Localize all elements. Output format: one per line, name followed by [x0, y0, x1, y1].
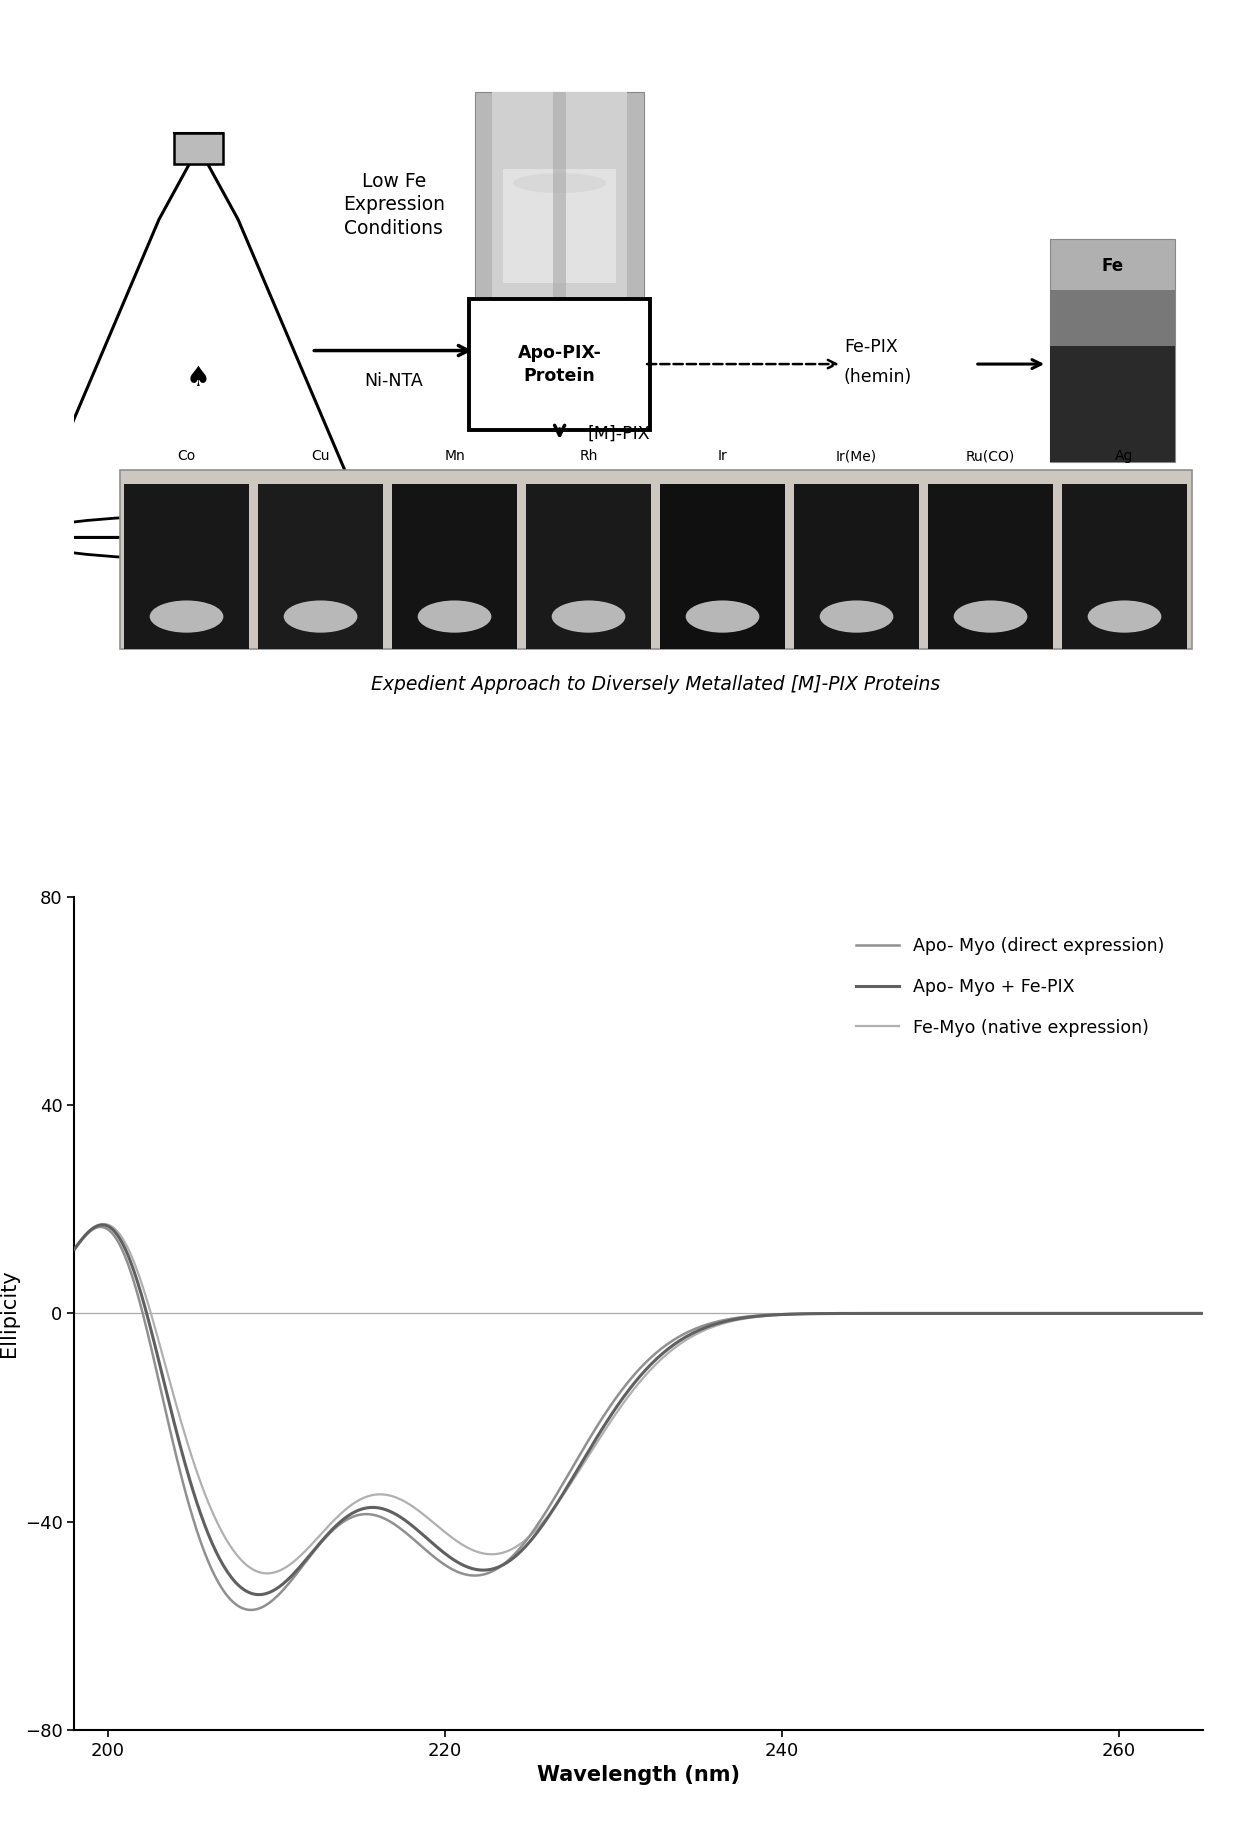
Ellipse shape — [418, 601, 491, 632]
Text: Fe: Fe — [1101, 257, 1123, 275]
Ellipse shape — [954, 601, 1028, 632]
Ellipse shape — [513, 173, 606, 193]
Ellipse shape — [686, 601, 759, 632]
Text: Ir: Ir — [718, 450, 728, 464]
FancyBboxPatch shape — [553, 93, 567, 299]
Text: Ag: Ag — [1115, 450, 1133, 464]
FancyBboxPatch shape — [258, 484, 383, 648]
Text: Low Fe
Expression
Conditions: Low Fe Expression Conditions — [342, 171, 445, 237]
Text: Co: Co — [177, 450, 196, 464]
Ellipse shape — [552, 601, 625, 632]
Text: ♠: ♠ — [186, 364, 211, 392]
FancyBboxPatch shape — [492, 93, 627, 299]
Text: Fe-PIX: Fe-PIX — [844, 337, 898, 355]
Text: Cu: Cu — [311, 450, 330, 464]
FancyBboxPatch shape — [1050, 346, 1174, 463]
Text: Rh: Rh — [579, 450, 598, 464]
FancyBboxPatch shape — [469, 299, 650, 430]
FancyBboxPatch shape — [124, 484, 249, 648]
FancyBboxPatch shape — [1061, 484, 1187, 648]
Text: Expedient Approach to Diversely Metallated [M]-PIX Proteins: Expedient Approach to Diversely Metallat… — [371, 676, 940, 694]
Text: Ir(Me): Ir(Me) — [836, 450, 877, 464]
Legend: Apo- Myo (direct expression), Apo- Myo + Fe-PIX, Fe-Myo (native expression): Apo- Myo (direct expression), Apo- Myo +… — [849, 931, 1172, 1043]
FancyBboxPatch shape — [475, 93, 645, 299]
Text: [M]-PIX: [M]-PIX — [588, 424, 651, 443]
Text: Ru(CO): Ru(CO) — [966, 450, 1016, 464]
Ellipse shape — [1087, 601, 1162, 632]
Ellipse shape — [150, 601, 223, 632]
FancyBboxPatch shape — [928, 484, 1053, 648]
FancyBboxPatch shape — [503, 169, 616, 282]
Y-axis label: Ellipicity: Ellipicity — [0, 1269, 19, 1357]
FancyBboxPatch shape — [174, 133, 223, 164]
FancyBboxPatch shape — [392, 484, 517, 648]
Ellipse shape — [284, 601, 357, 632]
Text: Mn: Mn — [444, 450, 465, 464]
FancyBboxPatch shape — [119, 470, 1192, 648]
Text: Apo-PIX-
Protein: Apo-PIX- Protein — [517, 344, 601, 386]
FancyBboxPatch shape — [794, 484, 919, 648]
FancyBboxPatch shape — [1050, 239, 1174, 463]
FancyBboxPatch shape — [1050, 290, 1174, 346]
X-axis label: Wavelength (nm): Wavelength (nm) — [537, 1765, 740, 1785]
Ellipse shape — [820, 601, 893, 632]
FancyBboxPatch shape — [660, 484, 785, 648]
FancyBboxPatch shape — [526, 484, 651, 648]
Text: Ni-NTA: Ni-NTA — [365, 371, 423, 390]
Text: (hemin): (hemin) — [844, 368, 913, 386]
